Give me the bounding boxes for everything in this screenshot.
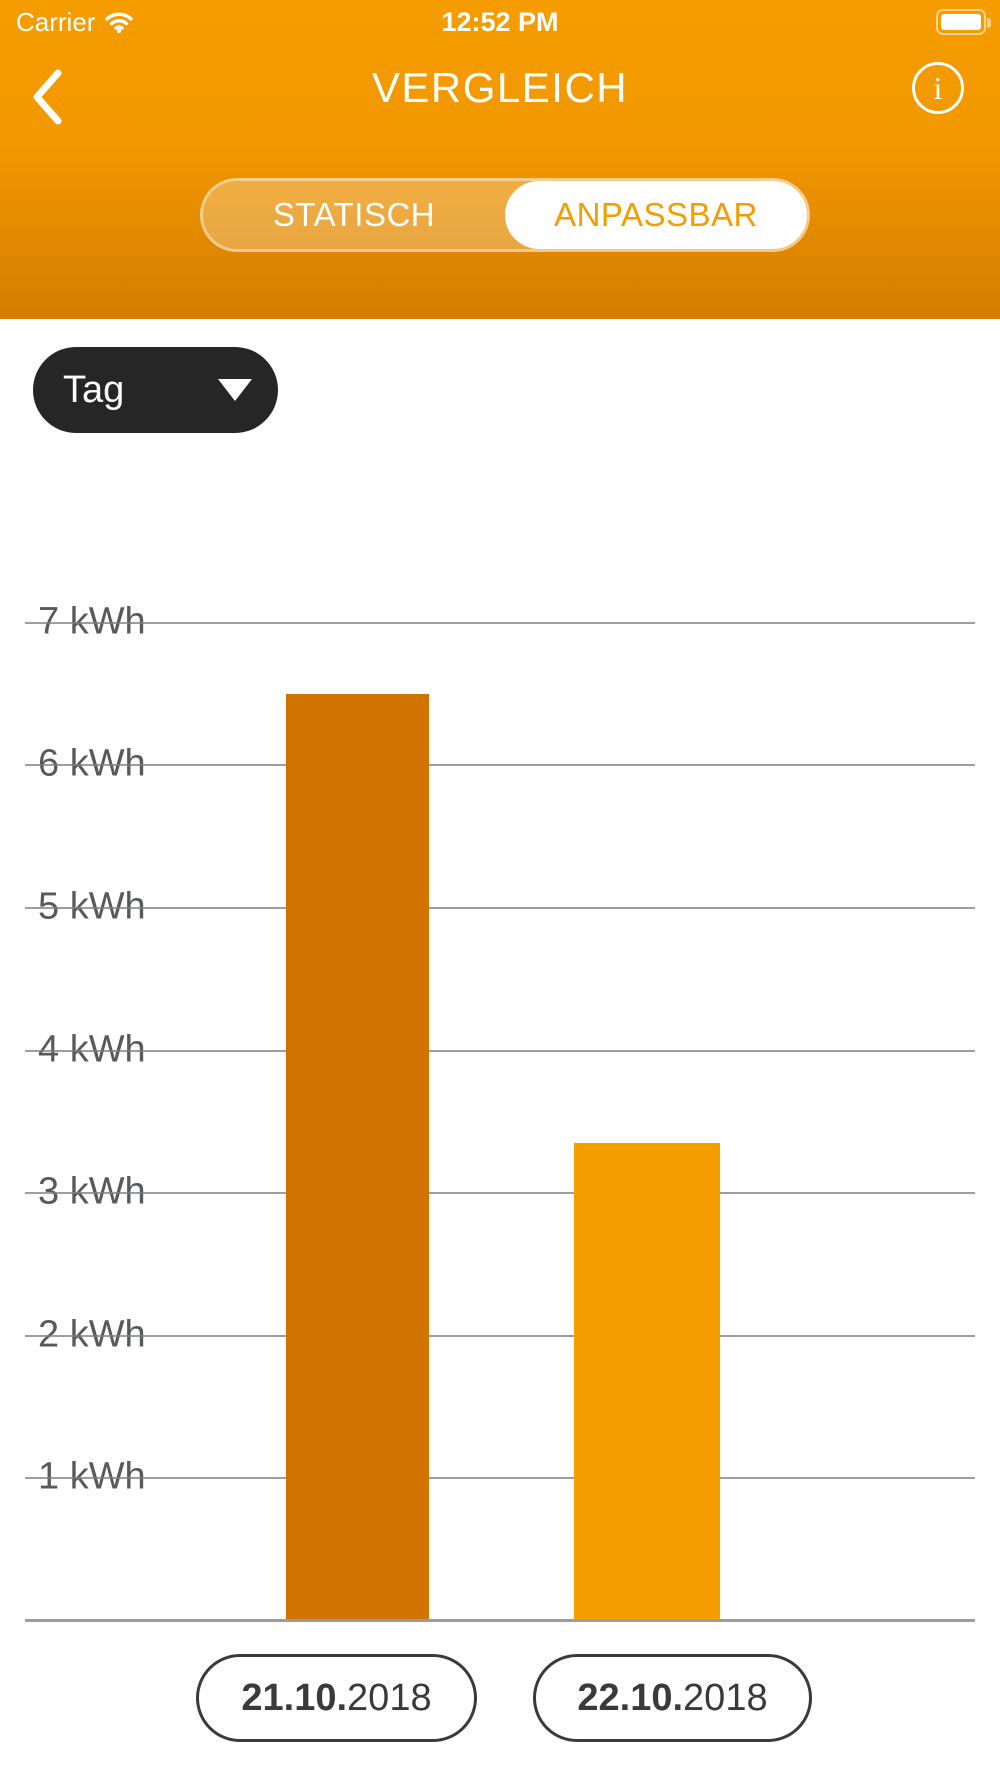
gridline (25, 1192, 975, 1195)
period-dropdown-value: Tag (63, 368, 125, 411)
date-day-month: 21.10. (241, 1676, 348, 1719)
gridline (25, 1049, 975, 1052)
carrier-label: Carrier (16, 6, 96, 37)
ytick-label: 3 kWh (38, 1170, 146, 1213)
status-bar: Carrier 12:52 PM (0, 0, 1000, 44)
battery-icon (936, 9, 991, 35)
chevron-left-icon (33, 69, 62, 125)
ytick-label: 1 kWh (38, 1456, 146, 1499)
bar-22.10.2018 (574, 1143, 720, 1621)
status-right (936, 9, 991, 35)
ytick-label: 2 kWh (38, 1313, 146, 1356)
wifi-icon (105, 12, 134, 34)
gridline (25, 1334, 975, 1337)
date-day-month: 22.10. (577, 1676, 684, 1719)
x-axis-line (25, 1619, 975, 1622)
gridline (25, 764, 975, 767)
tab-anpassbar[interactable]: ANPASSBAR (505, 181, 807, 249)
ytick-label: 6 kWh (38, 743, 146, 786)
date-button-2[interactable]: 22.10. 2018 (533, 1654, 812, 1742)
tab-statisch[interactable]: STATISCH (203, 181, 505, 249)
info-button[interactable]: i (912, 62, 964, 114)
status-left: Carrier (16, 0, 134, 44)
gridline (25, 621, 975, 624)
ytick-label: 5 kWh (38, 885, 146, 928)
info-icon: i (933, 70, 943, 106)
bar-21.10.2018 (286, 694, 429, 1621)
date-year: 2018 (683, 1676, 768, 1719)
period-dropdown[interactable]: Tag (33, 347, 278, 433)
segmented-control: STATISCH ANPASSBAR (200, 178, 810, 252)
page-title: VERGLEICH (371, 64, 629, 111)
battery-nub (987, 18, 991, 28)
gridline (25, 1477, 975, 1480)
status-time: 12:52 PM (441, 6, 559, 37)
ytick-label: 7 kWh (38, 600, 146, 643)
battery-fill (941, 14, 981, 30)
date-year: 2018 (347, 1676, 432, 1719)
caret-down-icon (218, 379, 252, 401)
app-header: Carrier 12:52 PM VERGLEICH (0, 0, 1000, 319)
back-button[interactable] (28, 68, 68, 128)
ytick-label: 4 kWh (38, 1028, 146, 1071)
gridline (25, 907, 975, 909)
date-button-1[interactable]: 21.10. 2018 (196, 1654, 477, 1742)
